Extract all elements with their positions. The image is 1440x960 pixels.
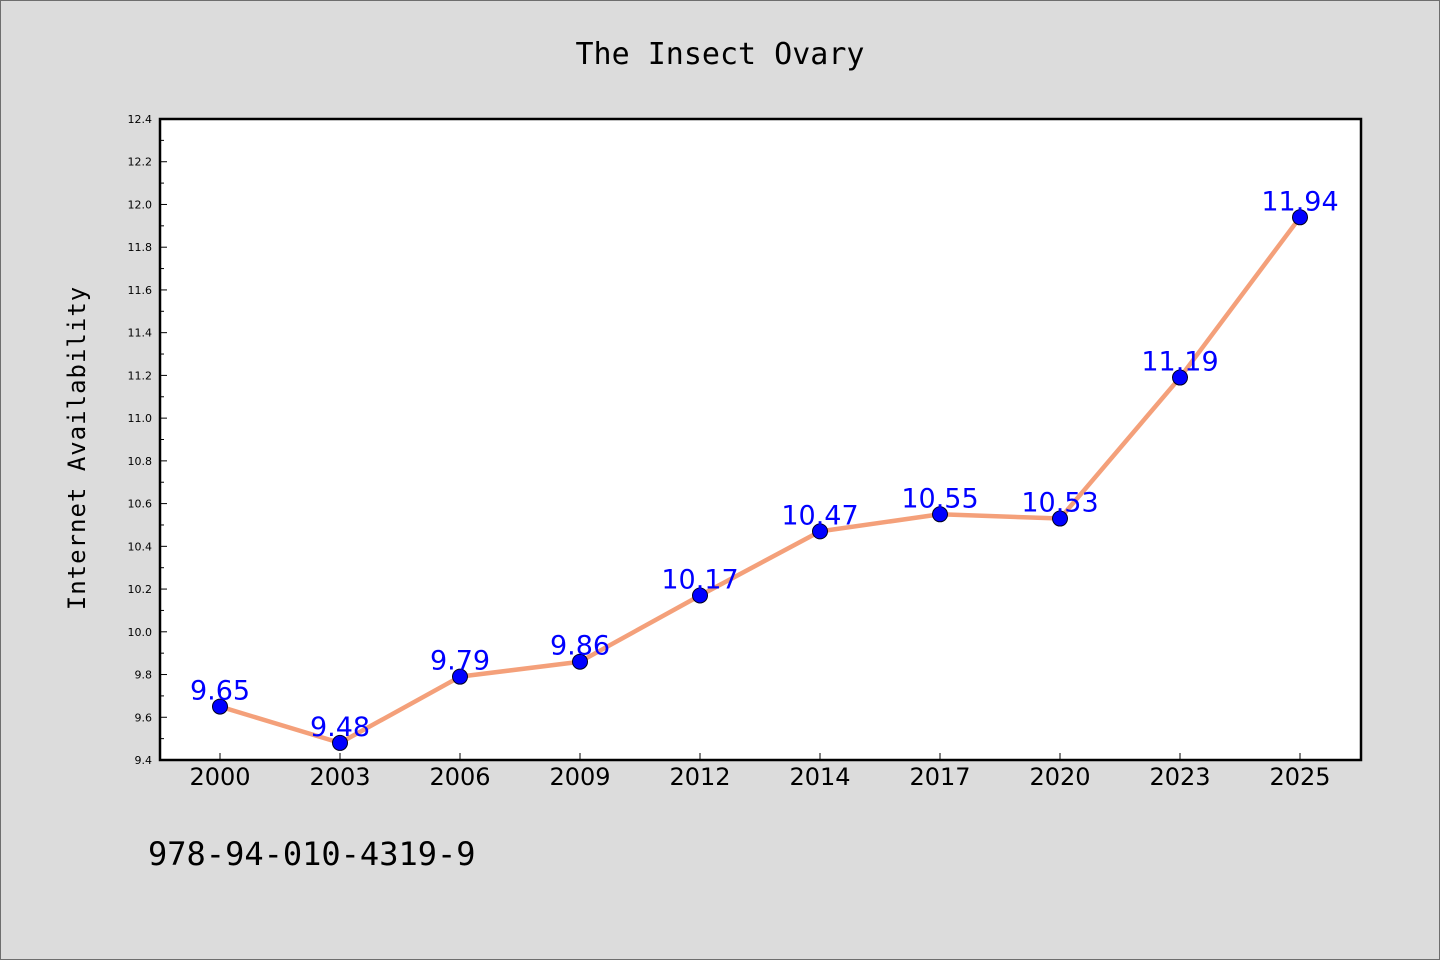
data-label: 9.79 [430,646,490,677]
y-tick-label: 10.8 [128,455,153,468]
y-tick-label: 10.6 [128,498,153,511]
data-points [212,209,1308,751]
data-label: 11.19 [1141,347,1218,378]
y-tick-label: 10.0 [128,626,153,639]
data-labels: 9.65 9.48 9.79 9.86 10.17 10.47 10.55 10.53 11.1… [190,186,1339,743]
footer-isbn: 978-94-010-4319-9 [148,835,476,873]
x-tick-label: 2020 [1029,763,1090,791]
chart-title: The Insect Ovary [576,37,865,72]
y-tick-label: 9.8 [135,669,153,682]
data-point [1172,369,1188,386]
y-tick-label: 11.4 [128,327,153,340]
y-tick-label: 11.0 [128,412,153,425]
data-point [332,734,348,751]
x-tick-label: 2006 [429,763,490,791]
data-point [452,668,468,685]
y-tick-label: 11.8 [128,241,153,254]
plot-area [160,119,1361,760]
plot-border [158,117,1363,762]
data-point [1052,510,1068,527]
data-label: 9.65 [190,676,250,707]
data-label: 10.17 [661,564,738,595]
y-tick-label: 9.6 [135,711,153,724]
data-point [692,587,708,604]
y-tick-label: 10.4 [128,540,153,553]
data-label: 9.48 [310,712,370,743]
x-axis: 2000 2003 2006 2009 2012 2014 2017 2020 2023 2025 [189,753,1331,791]
series-line [217,215,1303,746]
y-tick-label: 9.4 [135,754,153,767]
y-tick-label: 12.2 [128,156,153,169]
x-tick-label: 2000 [189,763,250,791]
x-tick-label: 2017 [909,763,970,791]
data-point [812,523,828,540]
y-tick-label: 12.4 [128,113,153,126]
x-tick-label: 2023 [1149,763,1210,791]
data-point [212,698,228,715]
y-tick-label: 10.2 [128,583,153,596]
y-axis-label: Internet Availability [63,286,91,610]
data-label: 10.53 [1021,488,1098,519]
data-label: 11.94 [1261,186,1338,217]
y-tick-label: 11.2 [128,369,153,382]
data-point [932,506,948,523]
x-tick-label: 2003 [309,763,370,791]
data-point [1292,209,1308,226]
data-label: 9.86 [550,631,610,662]
y-tick-label: 11.6 [128,284,153,297]
x-tick-label: 2025 [1269,763,1330,791]
data-point [572,653,588,670]
data-label: 10.55 [901,483,978,514]
y-tick-label: 12.0 [128,198,153,211]
x-tick-label: 2009 [549,763,610,791]
data-label: 10.47 [781,500,858,531]
x-tick-label: 2012 [669,763,730,791]
series-line-group [217,215,1303,746]
x-tick-label: 2014 [789,763,850,791]
